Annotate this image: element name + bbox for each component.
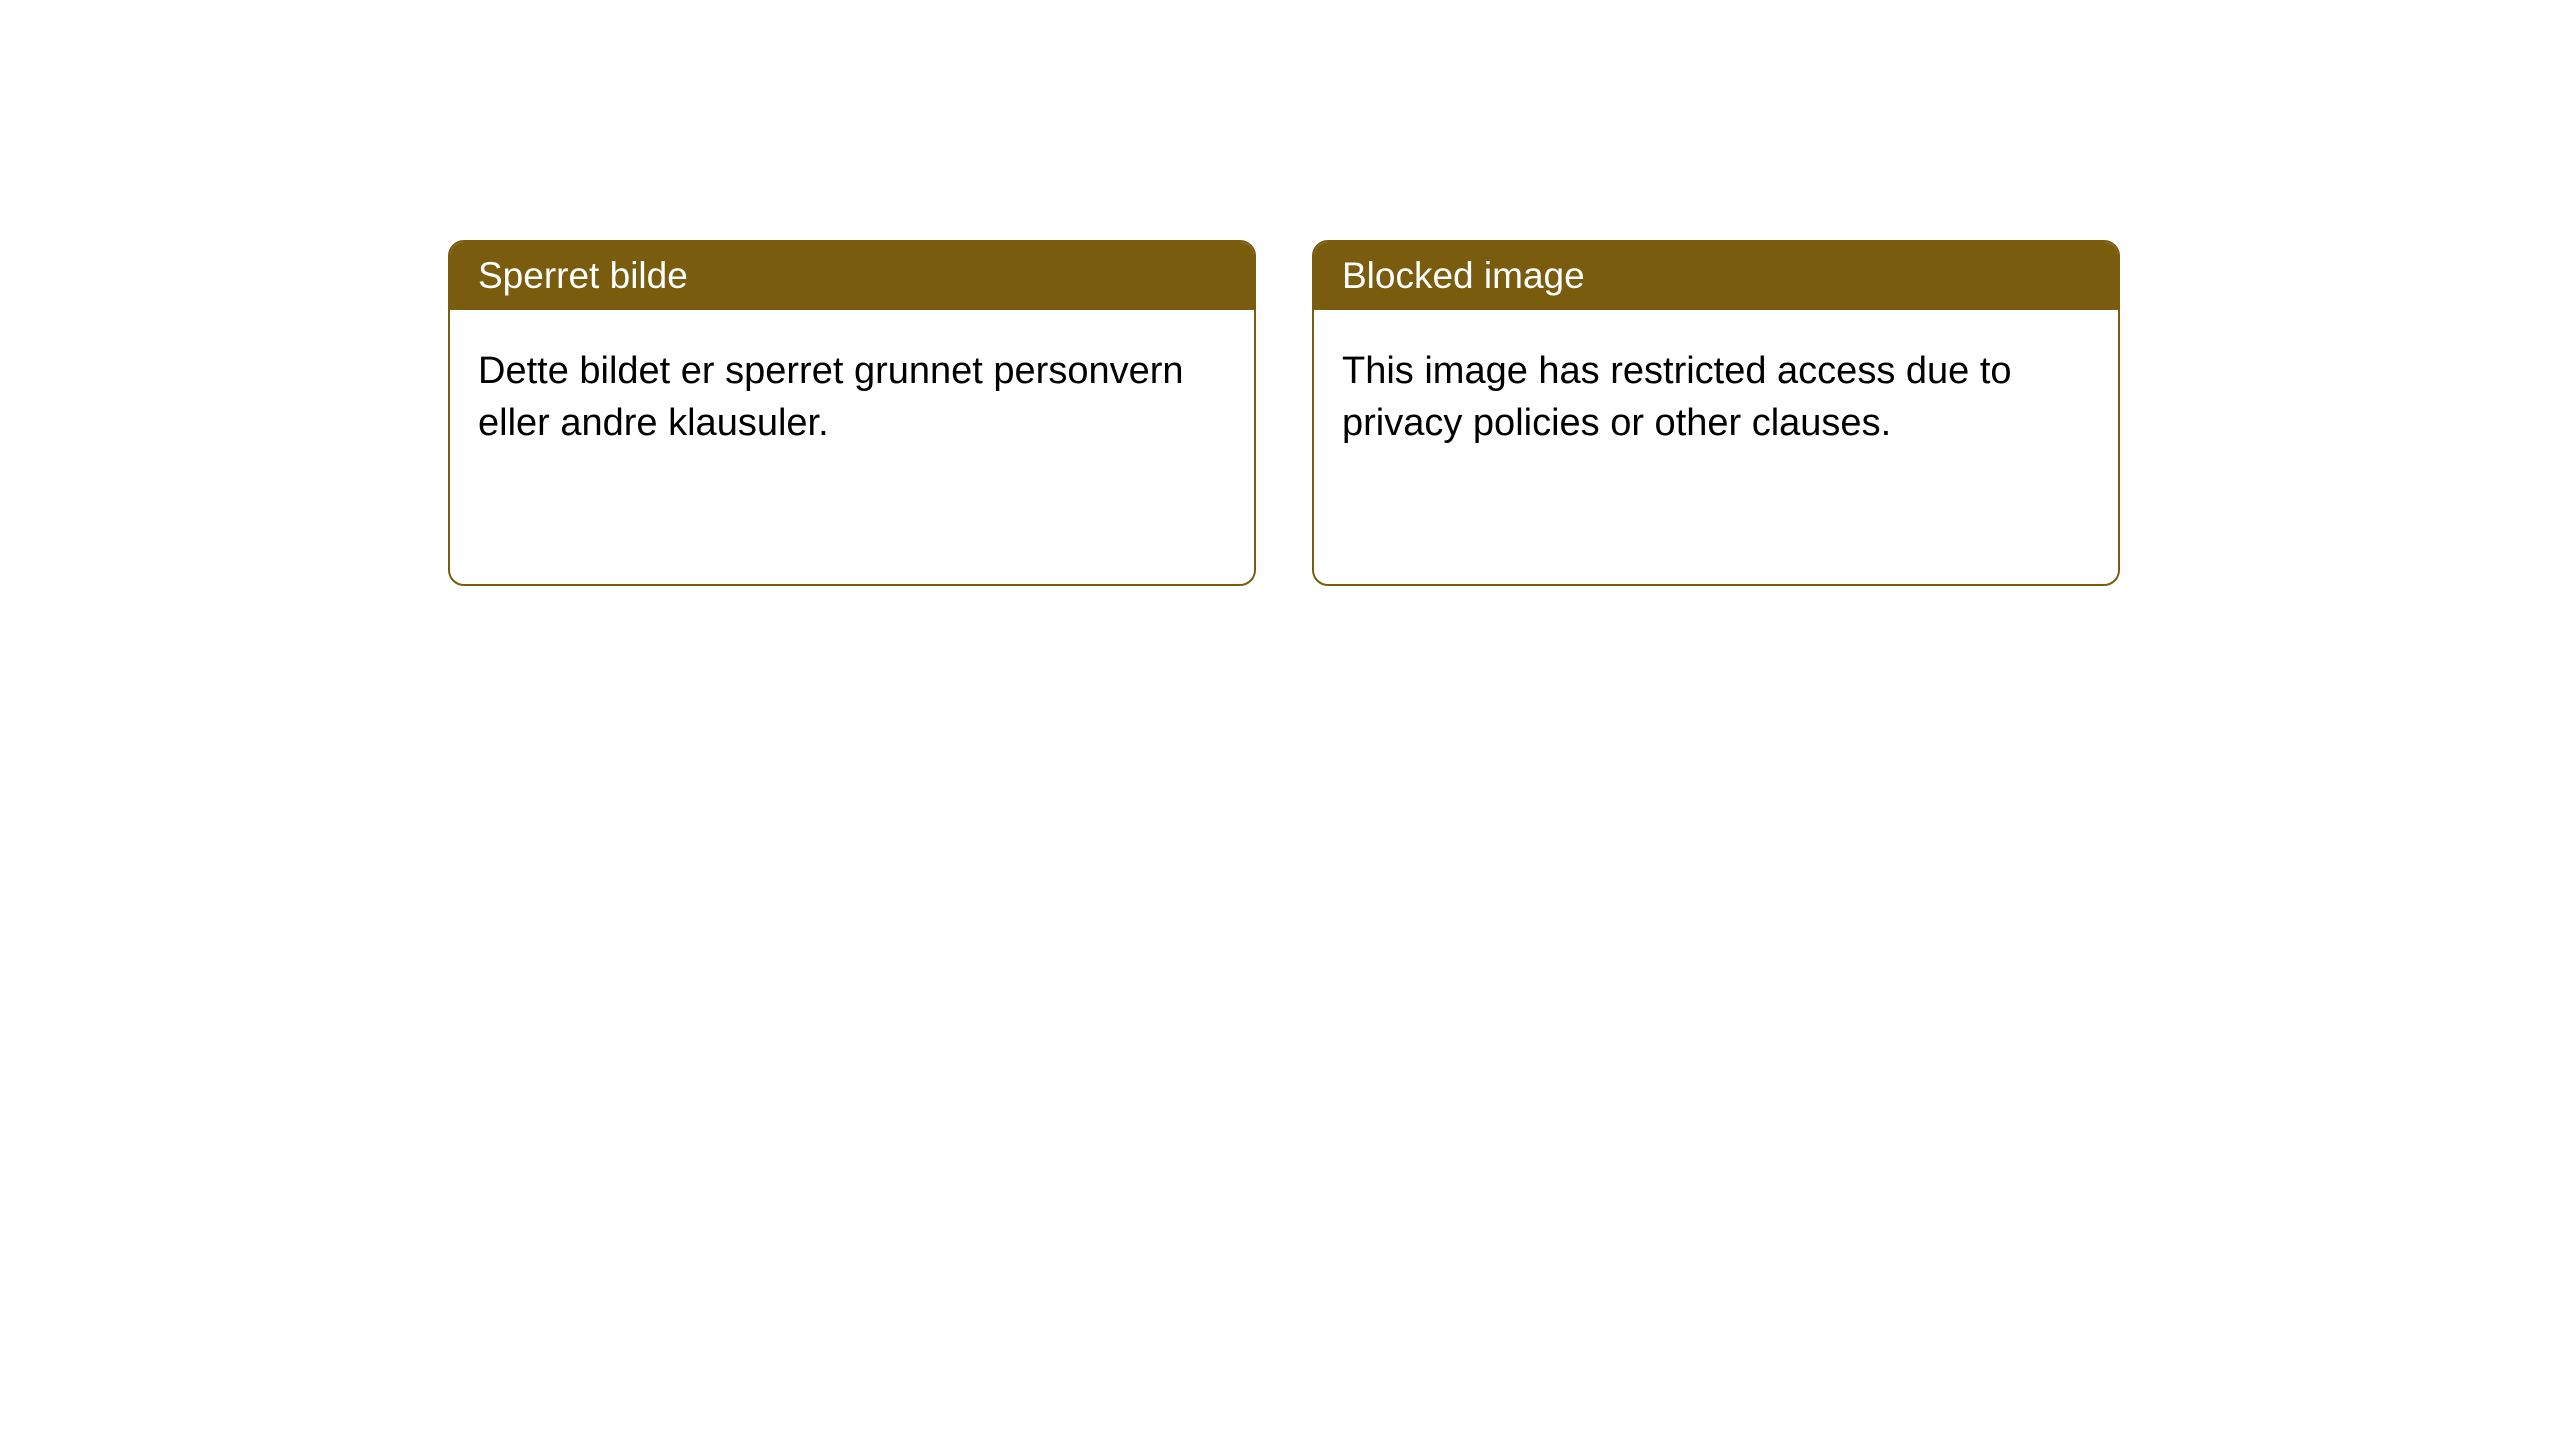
- notice-text-norwegian: Dette bildet er sperret grunnet personve…: [478, 346, 1226, 449]
- notice-header-norwegian: Sperret bilde: [450, 242, 1254, 310]
- notice-text-english: This image has restricted access due to …: [1342, 346, 2090, 449]
- notice-card-english: Blocked image This image has restricted …: [1312, 240, 2120, 586]
- notice-container: Sperret bilde Dette bildet er sperret gr…: [0, 0, 2560, 586]
- notice-card-norwegian: Sperret bilde Dette bildet er sperret gr…: [448, 240, 1256, 586]
- notice-body-english: This image has restricted access due to …: [1314, 310, 2118, 584]
- notice-header-english: Blocked image: [1314, 242, 2118, 310]
- notice-body-norwegian: Dette bildet er sperret grunnet personve…: [450, 310, 1254, 584]
